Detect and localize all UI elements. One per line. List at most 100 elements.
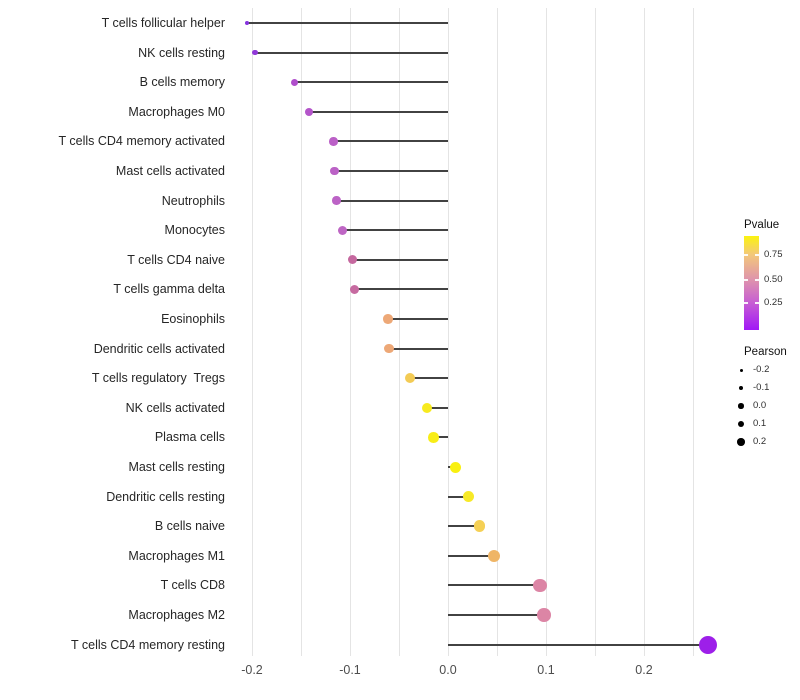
lollipop-stem — [433, 436, 448, 439]
category-label: B cells naive — [154, 519, 225, 534]
pearson-legend-label: -0.2 — [753, 364, 770, 375]
category-label: NK cells activated — [125, 400, 225, 415]
x-tick-label: -0.2 — [241, 663, 263, 677]
pearson-legend-label: 0.1 — [753, 418, 767, 429]
gridline — [447, 8, 449, 656]
category-label: Macrophages M0 — [128, 104, 225, 119]
category-label: T cells CD4 memory resting — [71, 637, 225, 652]
category-label: Macrophages M1 — [128, 548, 225, 563]
pearson-legend-dot — [737, 438, 745, 446]
lollipop-stem — [352, 258, 448, 261]
lollipop-stem — [308, 110, 448, 113]
gridline — [251, 8, 253, 656]
pvalue-gradient-tick — [755, 302, 759, 305]
x-tick-label: 0.0 — [439, 663, 457, 677]
pearson-legend-title: Pearson — [744, 346, 787, 358]
lollipop-dot — [384, 343, 394, 354]
pearson-legend-dot — [738, 403, 744, 409]
category-label: Dendritic cells activated — [93, 341, 225, 356]
pvalue-tick-label: 0.25 — [764, 297, 783, 309]
gridline — [398, 8, 400, 656]
pearson-legend-dot — [738, 385, 744, 391]
lollipop-stem — [342, 229, 448, 232]
lollipop-dot — [422, 402, 433, 413]
category-label: Eosinophils — [161, 312, 225, 326]
lollipop-dot — [330, 166, 339, 176]
gridline — [300, 8, 302, 656]
category-label: Dendritic cells resting — [106, 489, 225, 504]
lollipop-dot — [533, 578, 547, 593]
lollipop-stem — [333, 140, 448, 143]
lollipop-stem — [448, 495, 469, 498]
gridline — [594, 8, 596, 656]
gridline — [349, 8, 351, 656]
lollipop-stem — [389, 347, 448, 350]
gridline — [643, 8, 645, 656]
pvalue-gradient-tick — [744, 253, 748, 256]
gridline — [692, 8, 694, 656]
lollipop-dot — [329, 137, 338, 146]
pvalue-gradient-tick — [744, 302, 748, 305]
gridline — [545, 8, 547, 656]
category-label: Mast cells activated — [115, 164, 225, 178]
pvalue-gradient-tick — [755, 278, 759, 281]
x-tick-label: -0.1 — [339, 663, 361, 677]
lollipop-dot — [337, 225, 347, 235]
pearson-legend-dot — [737, 420, 745, 428]
lollipop-stem — [427, 406, 448, 409]
category-label: Neutrophils — [161, 193, 225, 208]
pvalue-tick-label: 0.75 — [764, 248, 783, 260]
lollipop-dot — [350, 284, 360, 294]
gridline — [496, 8, 498, 656]
category-label: Monocytes — [164, 223, 225, 238]
pearson-legend-label: -0.1 — [753, 382, 770, 393]
lollipop-dot — [488, 549, 501, 562]
category-label: T cells regulatory Tregs — [91, 371, 225, 386]
lollipop-dot — [698, 635, 717, 654]
lollipop-dot — [290, 78, 298, 86]
category-label: T cells CD4 naive — [127, 252, 225, 267]
lollipop-dot — [404, 373, 415, 384]
lollipop-dot — [304, 107, 313, 116]
x-tick-label: 0.1 — [537, 663, 555, 677]
lollipop-stem — [409, 377, 448, 380]
category-label: NK cells resting — [138, 45, 225, 60]
pearson-legend-label: 0.2 — [753, 436, 767, 447]
lollipop-dot — [383, 314, 393, 324]
lollipop-stem — [448, 584, 541, 587]
lollipop-stem — [247, 22, 448, 24]
lollipop-dot — [537, 608, 551, 622]
category-label: B cells memory — [139, 75, 225, 90]
pearson-legend-dot — [739, 368, 743, 372]
lollipop-stem — [388, 318, 448, 320]
category-label: T cells gamma delta — [113, 282, 225, 297]
lollipop-stem — [354, 288, 448, 291]
lollipop-stem — [254, 51, 448, 54]
lollipop-dot — [473, 520, 486, 532]
lollipop-stem — [448, 554, 495, 557]
category-label: Plasma cells — [154, 430, 225, 445]
category-label: T cells CD4 memory activated — [58, 134, 226, 149]
lollipop-dot — [463, 491, 475, 503]
lollipop-stem — [448, 643, 708, 646]
category-label: T cells CD8 — [160, 578, 225, 593]
category-label: T cells follicular helper — [101, 16, 225, 30]
x-tick-label: 0.2 — [635, 663, 653, 677]
lollipop-stem — [448, 614, 545, 616]
category-label: Macrophages M2 — [128, 608, 225, 622]
pvalue-legend-title: Pvalue — [744, 219, 780, 231]
pvalue-gradient-tick — [744, 278, 748, 281]
lollipop-dot — [348, 255, 358, 265]
lollipop-dot — [428, 432, 439, 443]
lollipop-stem — [294, 81, 448, 84]
pvalue-tick-label: 0.50 — [764, 273, 783, 285]
pvalue-gradient-tick — [755, 253, 759, 256]
lollipop-dot — [332, 196, 341, 205]
category-label: Mast cells resting — [128, 460, 225, 474]
lollipop-stem — [336, 199, 448, 202]
lollipop-stem — [448, 525, 480, 528]
lollipop-dot — [244, 20, 250, 26]
pvalue-gradient-bar — [744, 236, 759, 330]
lollipop-stem — [334, 170, 448, 172]
